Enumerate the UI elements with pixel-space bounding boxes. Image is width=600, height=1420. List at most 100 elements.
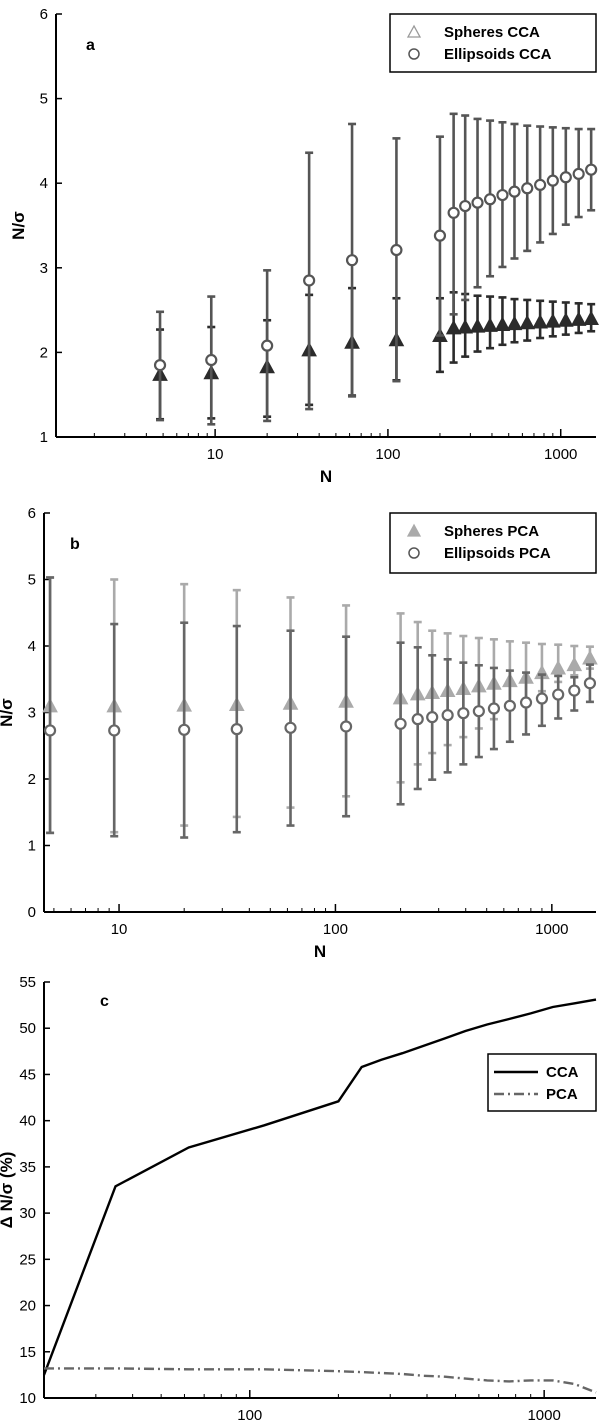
legend-label: PCA — [546, 1086, 578, 1103]
legend-marker-circle — [408, 48, 420, 60]
legend: Spheres CCA Ellipsoids CCA — [389, 13, 597, 73]
data-point — [566, 656, 583, 672]
data-point — [108, 724, 121, 737]
x-tick-label: 1000 — [527, 1407, 560, 1420]
legend-label: Ellipsoids PCA — [444, 545, 551, 562]
data-point — [550, 659, 567, 675]
data-point — [494, 316, 511, 331]
x-tick-label: 1000 — [544, 446, 577, 463]
x-tick-label: 10 — [207, 446, 224, 463]
x-tick-label: 100 — [323, 921, 348, 938]
data-point — [546, 174, 559, 187]
legend-box — [487, 1053, 597, 1112]
data-point — [433, 229, 447, 242]
data-point — [572, 167, 585, 180]
series-spheres-cca — [152, 286, 599, 421]
data-point — [457, 707, 470, 720]
data-point — [390, 243, 403, 257]
legend-marker-triangle — [406, 24, 422, 38]
data-point — [534, 178, 547, 191]
data-point — [472, 705, 485, 718]
data-point — [471, 196, 484, 209]
panel-label: b — [70, 536, 80, 553]
y-tick-label: 10 — [19, 1390, 36, 1407]
data-point — [459, 199, 472, 213]
y-tick-label: 6 — [40, 6, 48, 23]
y-tick-label: 20 — [19, 1298, 36, 1315]
data-point — [445, 319, 462, 335]
data-point — [519, 696, 533, 709]
data-point — [585, 163, 598, 176]
x-axis-label: N — [320, 467, 332, 486]
data-point — [559, 171, 572, 184]
data-point — [469, 318, 486, 333]
data-point — [552, 688, 565, 701]
data-point — [568, 684, 581, 697]
y-tick-label: 1 — [28, 838, 36, 855]
data-point — [496, 188, 509, 202]
data-point — [447, 206, 460, 219]
y-tick-label: 35 — [19, 1159, 36, 1176]
data-point — [535, 692, 549, 705]
y-tick-label: 2 — [28, 771, 36, 788]
legend-marker-triangle — [406, 523, 422, 537]
data-point — [482, 317, 498, 332]
y-tick-label: 5 — [28, 572, 36, 589]
y-tick-label: 4 — [40, 175, 48, 192]
data-point — [411, 713, 424, 726]
y-tick-label: 45 — [19, 1066, 36, 1083]
x-tick-label: 100 — [237, 1407, 262, 1420]
panel-label: a — [86, 37, 95, 54]
y-tick-label: 25 — [19, 1251, 36, 1268]
data-point — [583, 310, 599, 326]
data-point — [508, 185, 521, 198]
x-tick-label: 10 — [111, 921, 128, 938]
y-tick-label: 55 — [19, 974, 36, 991]
data-point — [544, 313, 561, 328]
y-axis-label: Δ N/σ (%) — [0, 1152, 16, 1229]
data-point — [230, 723, 243, 736]
data-point — [284, 721, 297, 734]
x-axis-label: N — [314, 942, 326, 961]
y-tick-label: 3 — [28, 705, 36, 722]
data-point — [457, 318, 474, 334]
y-tick-label: 50 — [19, 1020, 36, 1037]
data-point — [43, 724, 57, 737]
data-point — [483, 193, 497, 206]
legend-box — [389, 13, 597, 73]
legend-label: Ellipsoids CCA — [444, 46, 552, 63]
data-point — [426, 711, 439, 724]
legend-marker-circle — [408, 547, 420, 559]
y-tick-label: 40 — [19, 1113, 36, 1130]
data-point — [557, 312, 574, 327]
legend-label: Spheres PCA — [444, 523, 539, 540]
data-point — [345, 254, 359, 267]
legend-label: Spheres CCA — [444, 24, 540, 41]
y-tick-label: 5 — [40, 91, 48, 108]
y-tick-label: 30 — [19, 1205, 36, 1222]
data-point — [487, 702, 501, 715]
series-line-pca — [44, 1367, 597, 1394]
data-point — [303, 274, 316, 287]
y-tick-label: 6 — [28, 505, 36, 522]
data-point — [339, 720, 353, 733]
data-point — [570, 311, 587, 326]
data-point — [582, 649, 598, 665]
data-point — [394, 717, 407, 730]
series-ellipsoids-cca — [153, 112, 598, 426]
data-point — [583, 677, 597, 690]
legend: Spheres PCA Ellipsoids PCA — [389, 512, 597, 574]
data-point — [178, 723, 191, 736]
y-tick-label: 3 — [40, 260, 48, 277]
y-tick-label: 1 — [40, 429, 48, 446]
series-ellipsoids-pca — [43, 576, 597, 839]
data-point — [519, 314, 536, 330]
data-point — [261, 339, 274, 352]
y-tick-label: 0 — [28, 904, 36, 921]
data-point — [521, 182, 534, 195]
legend-box — [389, 512, 597, 574]
legend-label: CCA — [546, 1064, 579, 1081]
y-tick-label: 4 — [28, 638, 36, 655]
data-point — [532, 313, 548, 329]
y-axis-label: N/σ — [9, 211, 28, 240]
